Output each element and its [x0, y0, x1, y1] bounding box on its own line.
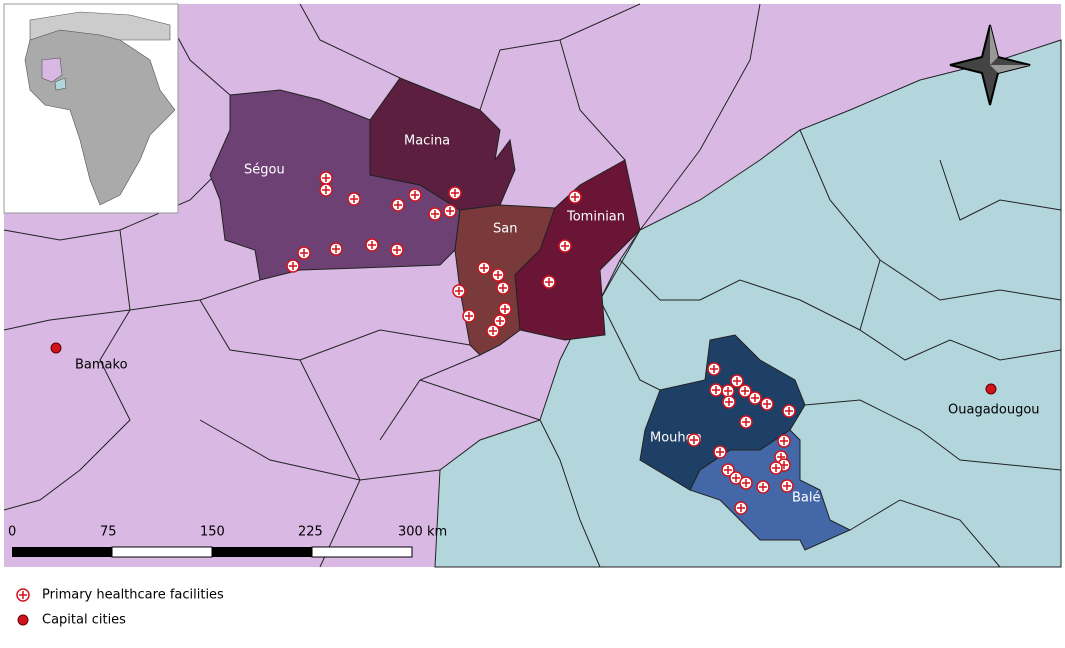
inset-map [3, 3, 179, 214]
region-label: Macina [404, 134, 450, 149]
facility-cross [742, 479, 750, 487]
facility-cross [732, 474, 740, 482]
facility-cross [772, 464, 780, 472]
facility-cross [712, 386, 720, 394]
facility-cross [289, 262, 297, 270]
facility-cross [494, 271, 502, 279]
facility-cross [690, 436, 698, 444]
facility-cross [571, 193, 579, 201]
city-marker [985, 383, 997, 395]
region-bale [689, 429, 852, 551]
facility-cross [411, 191, 419, 199]
facility-cross [465, 312, 473, 320]
region-label: Tominian [566, 210, 625, 225]
facilities [286, 171, 796, 515]
facility-cross [759, 483, 767, 491]
facility-cross [751, 394, 759, 402]
borders [3, 3, 1062, 568]
facility-cross [394, 201, 402, 209]
facility-cross [733, 377, 741, 385]
scale-label: 0 [8, 525, 16, 540]
scale-label: 150 [200, 525, 225, 540]
facility-cross [741, 387, 749, 395]
facility-cross [780, 437, 788, 445]
scale-label: 225 [298, 525, 323, 540]
region-san [454, 204, 556, 356]
region-label: San [493, 222, 517, 237]
city-marker [50, 342, 62, 354]
scale-bar [12, 546, 413, 558]
facility-cross [545, 278, 553, 286]
facility-cross [737, 504, 745, 512]
compass [949, 24, 1031, 106]
region-label: Ségou [244, 163, 285, 178]
legend: Primary healthcare facilities Capital ci… [16, 588, 224, 628]
facility-cross [716, 448, 724, 456]
region-tominian [514, 159, 641, 341]
facility-cross [332, 245, 340, 253]
facility-cross [368, 241, 376, 249]
facility-cross [561, 242, 569, 250]
facility-cross [724, 466, 732, 474]
facility-cross [763, 400, 771, 408]
facility-cross [431, 210, 439, 218]
facility-cross [393, 246, 401, 254]
facility-cross [322, 186, 330, 194]
burkina-area [434, 39, 1062, 568]
facility-cross [300, 249, 308, 257]
facility-cross [742, 418, 750, 426]
region-segou [209, 89, 461, 281]
facility-cross [783, 482, 791, 490]
facility-cross [489, 327, 497, 335]
facility-cross [446, 207, 454, 215]
facility-cross [451, 189, 459, 197]
facility-cross [496, 317, 504, 325]
scale-label: 75 [100, 525, 117, 540]
legend-label: Capital cities [42, 613, 126, 628]
facility-cross [455, 287, 463, 295]
region-label: Balé [792, 491, 821, 506]
city-label: Bamako [75, 358, 128, 373]
facility-cross [785, 407, 793, 415]
legend-label: Primary healthcare facilities [42, 588, 224, 603]
facility-cross [710, 365, 718, 373]
region-macina [369, 77, 516, 211]
facility-cross [501, 305, 509, 313]
city-label: Ouagadougou [948, 403, 1040, 418]
facility-cross [499, 284, 507, 292]
facility-cross [350, 195, 358, 203]
facility-cross [724, 387, 732, 395]
facility-cross [725, 398, 733, 406]
facility-cross [322, 174, 330, 182]
scale-label: 300 km [398, 525, 447, 540]
facility-cross [480, 264, 488, 272]
